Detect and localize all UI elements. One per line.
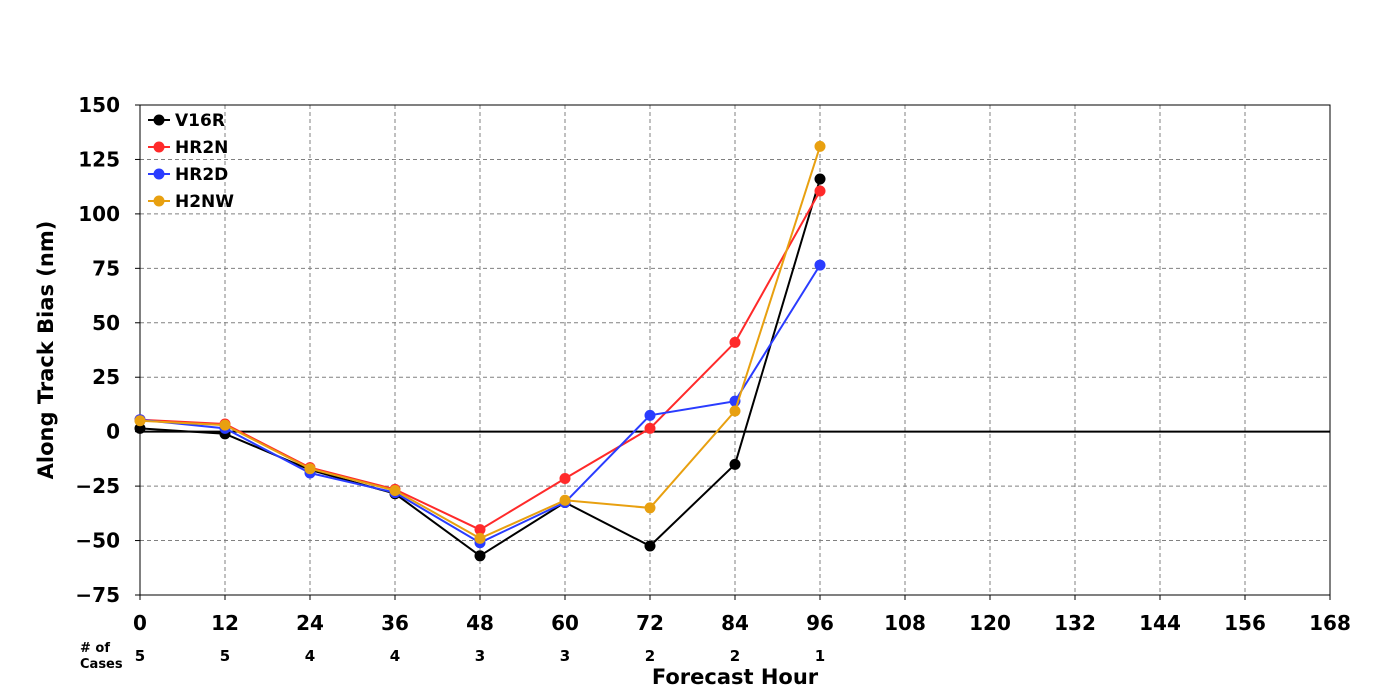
x-tick-label: 0 (133, 611, 147, 635)
case-count: 5 (220, 647, 230, 665)
x-tick-label: 84 (721, 611, 749, 635)
x-tick-label: 144 (1139, 611, 1181, 635)
y-tick-label: 150 (78, 93, 120, 117)
data-point-h2nw (644, 502, 656, 514)
y-axis-ticks: −75 −50 −25 0 25 50 75 100 125 150 (75, 93, 140, 607)
y-tick-label: 25 (92, 365, 120, 389)
case-count: 5 (135, 647, 145, 665)
x-tick-label: 156 (1224, 611, 1266, 635)
data-point-v16r (134, 422, 146, 434)
x-tick-label: 168 (1309, 611, 1351, 635)
legend-item-h2nw: H2NW (148, 192, 234, 212)
legend-label-hr2d: HR2D (175, 165, 228, 185)
y-tick-label: 0 (106, 420, 120, 444)
data-point-h2nw (134, 415, 146, 427)
data-point-hr2n (474, 524, 486, 536)
cases-title: # of Cases (80, 641, 123, 672)
data-point-hr2n (729, 336, 741, 348)
data-point-h2nw (304, 463, 316, 475)
case-count: 1 (815, 647, 825, 665)
case-count: 2 (730, 647, 740, 665)
legend-item-hr2d: HR2D (148, 165, 228, 185)
x-tick-label: 24 (296, 611, 324, 635)
data-point-hr2n (814, 185, 826, 197)
y-tick-label: 50 (92, 311, 120, 335)
y-tick-label: 125 (78, 147, 120, 171)
data-point-hr2d (644, 409, 656, 421)
legend-marker-hr2d (153, 168, 165, 180)
x-tick-label: 48 (466, 611, 494, 635)
data-point-h2nw (389, 484, 401, 496)
legend-marker-h2nw (153, 195, 165, 207)
series-h2nw (134, 140, 826, 544)
y-axis-label: Along Track Bias (nm) (34, 221, 58, 480)
data-point-hr2n (644, 422, 656, 434)
data-point-hr2d (814, 259, 826, 271)
x-tick-label: 36 (381, 611, 409, 635)
y-tick-label: −25 (75, 474, 120, 498)
legend-label-h2nw: H2NW (175, 192, 234, 212)
legend-item-hr2n: HR2N (148, 138, 228, 158)
x-tick-label: 132 (1054, 611, 1096, 635)
data-point-h2nw (814, 140, 826, 152)
x-tick-label: 72 (636, 611, 664, 635)
case-count: 2 (645, 647, 655, 665)
legend-item-v16r: V16R (148, 111, 225, 131)
legend-label-hr2n: HR2N (175, 138, 228, 158)
data-point-h2nw (474, 532, 486, 544)
x-axis-label: Forecast Hour (652, 665, 819, 689)
legend-marker-v16r (153, 114, 165, 126)
data-point-v16r (644, 540, 656, 552)
cases-row: # of Cases 5 5 4 4 3 3 2 2 1 (80, 641, 825, 672)
x-tick-label: 96 (806, 611, 834, 635)
grid-lines (140, 105, 1330, 595)
series-lines (134, 140, 826, 562)
x-tick-label: 108 (884, 611, 926, 635)
y-tick-label: 75 (92, 256, 120, 280)
case-count: 4 (305, 647, 315, 665)
case-count: 4 (390, 647, 400, 665)
series-line-hr2d (139, 264, 821, 544)
data-point-h2nw (559, 494, 571, 506)
x-tick-label: 120 (969, 611, 1011, 635)
data-point-v16r (814, 173, 826, 185)
legend-label-v16r: V16R (175, 111, 225, 131)
data-point-hr2n (559, 472, 571, 484)
x-tick-label: 60 (551, 611, 579, 635)
case-count: 3 (560, 647, 570, 665)
case-count: 3 (475, 647, 485, 665)
data-point-v16r (729, 458, 741, 470)
x-tick-label: 12 (211, 611, 239, 635)
legend: V16R HR2N HR2D H2NW (148, 111, 234, 212)
y-tick-label: −50 (75, 529, 120, 553)
data-point-h2nw (219, 419, 231, 431)
legend-marker-hr2n (153, 141, 165, 153)
x-axis-ticks: 0 12 24 36 48 60 72 84 96 108 120 132 144 156 168 (133, 595, 1351, 635)
y-tick-label: −75 (75, 583, 120, 607)
data-point-v16r (474, 550, 486, 562)
y-tick-label: 100 (78, 202, 120, 226)
data-point-h2nw (729, 405, 741, 417)
